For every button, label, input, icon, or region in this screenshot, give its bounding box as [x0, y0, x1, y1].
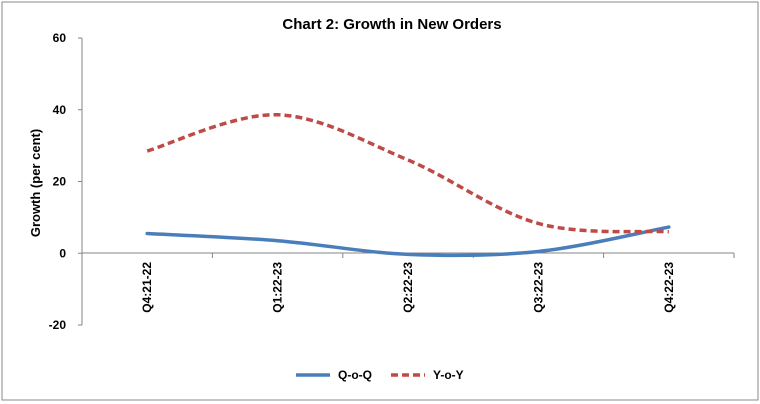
y-tick-label: 40 — [53, 103, 67, 117]
y-axis-label: Growth (per cent) — [28, 129, 43, 237]
y-tick-label: 20 — [53, 175, 67, 189]
x-tick-label: Q4:22-23 — [662, 262, 676, 313]
y-axis-ticks: 60 40 20 0 -20 — [49, 31, 82, 332]
y-tick-label: 0 — [59, 246, 66, 260]
x-tick-label: Q2:22-23 — [401, 262, 415, 313]
legend: Q-o-Q Y-o-Y — [296, 368, 464, 382]
y-tick-label: -20 — [49, 318, 67, 332]
legend-label: Y-o-Y — [433, 368, 464, 382]
x-axis-labels: Q4:21-22 Q1:22-23 Q2:22-23 Q3:22-23 Q4:22-23 — [140, 262, 676, 313]
x-tick-label: Q1:22-23 — [271, 262, 285, 313]
legend-label: Q-o-Q — [338, 368, 372, 382]
x-tick-label: Q4:21-22 — [140, 262, 154, 313]
series-line-y-o-y — [146, 113, 669, 234]
series-group — [145, 113, 671, 258]
x-tick-label: Q3:22-23 — [531, 262, 545, 313]
chart-title: Chart 2: Growth in New Orders — [282, 16, 501, 33]
y-tick-label: 60 — [53, 31, 67, 45]
